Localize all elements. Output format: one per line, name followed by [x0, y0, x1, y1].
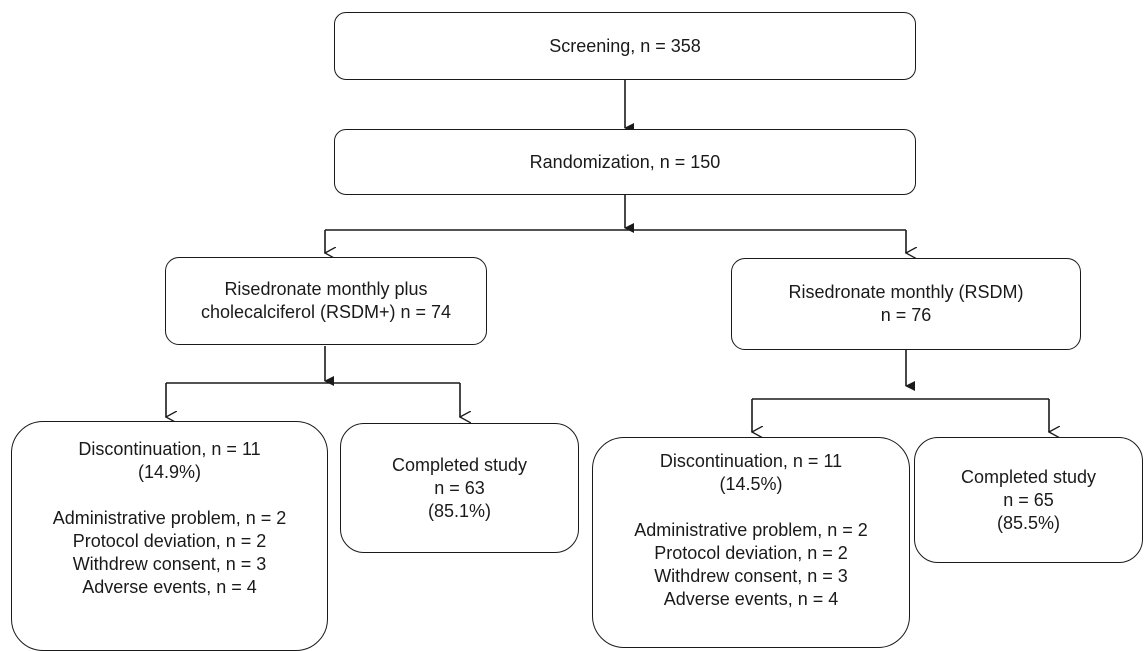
left-completed-n: n = 63 [434, 477, 485, 500]
right-reason-administrative: Administrative problem, n = 2 [634, 519, 868, 542]
left-reason-withdrew: Withdrew consent, n = 3 [73, 553, 267, 576]
rsdm-line1: Risedronate monthly (RSDM) [788, 281, 1023, 304]
right-reason-protocol: Protocol deviation, n = 2 [654, 542, 848, 565]
right-discontinuation-percent: (14.5%) [719, 473, 782, 496]
right-discontinuation-box: Discontinuation, n = 11 (14.5%) Administ… [592, 437, 910, 648]
left-reason-administrative: Administrative problem, n = 2 [53, 507, 287, 530]
randomization-text: Randomization, n = 150 [530, 151, 721, 174]
rsdm-arm-box: Risedronate monthly (RSDM) n = 76 [731, 258, 1081, 350]
left-reason-adverse: Adverse events, n = 4 [82, 576, 257, 599]
right-completed-percent: (85.5%) [997, 512, 1060, 535]
right-discontinuation-title: Discontinuation, n = 11 [660, 450, 842, 473]
left-discontinuation-title: Discontinuation, n = 11 [78, 438, 260, 461]
left-discontinuation-percent: (14.9%) [138, 461, 201, 484]
left-completed-title: Completed study [392, 454, 527, 477]
screening-box: Screening, n = 358 [334, 12, 916, 80]
rsdm-plus-line2: cholecalciferol (RSDM+) n = 74 [201, 301, 451, 324]
rsdm-plus-arm-box: Risedronate monthly plus cholecalciferol… [165, 257, 487, 345]
left-completed-percent: (85.1%) [428, 500, 491, 523]
left-discontinuation-box: Discontinuation, n = 11 (14.9%) Administ… [11, 421, 328, 651]
rsdm-plus-line1: Risedronate monthly plus [224, 278, 427, 301]
right-reason-adverse: Adverse events, n = 4 [664, 588, 839, 611]
right-completed-title: Completed study [961, 466, 1096, 489]
right-completed-n: n = 65 [1003, 489, 1054, 512]
right-completed-box: Completed study n = 65 (85.5%) [914, 437, 1143, 563]
left-completed-box: Completed study n = 63 (85.1%) [340, 423, 579, 553]
screening-text: Screening, n = 358 [549, 35, 701, 58]
randomization-box: Randomization, n = 150 [334, 129, 916, 195]
right-reason-withdrew: Withdrew consent, n = 3 [654, 565, 848, 588]
left-reason-protocol: Protocol deviation, n = 2 [73, 530, 267, 553]
rsdm-line2: n = 76 [881, 304, 932, 327]
